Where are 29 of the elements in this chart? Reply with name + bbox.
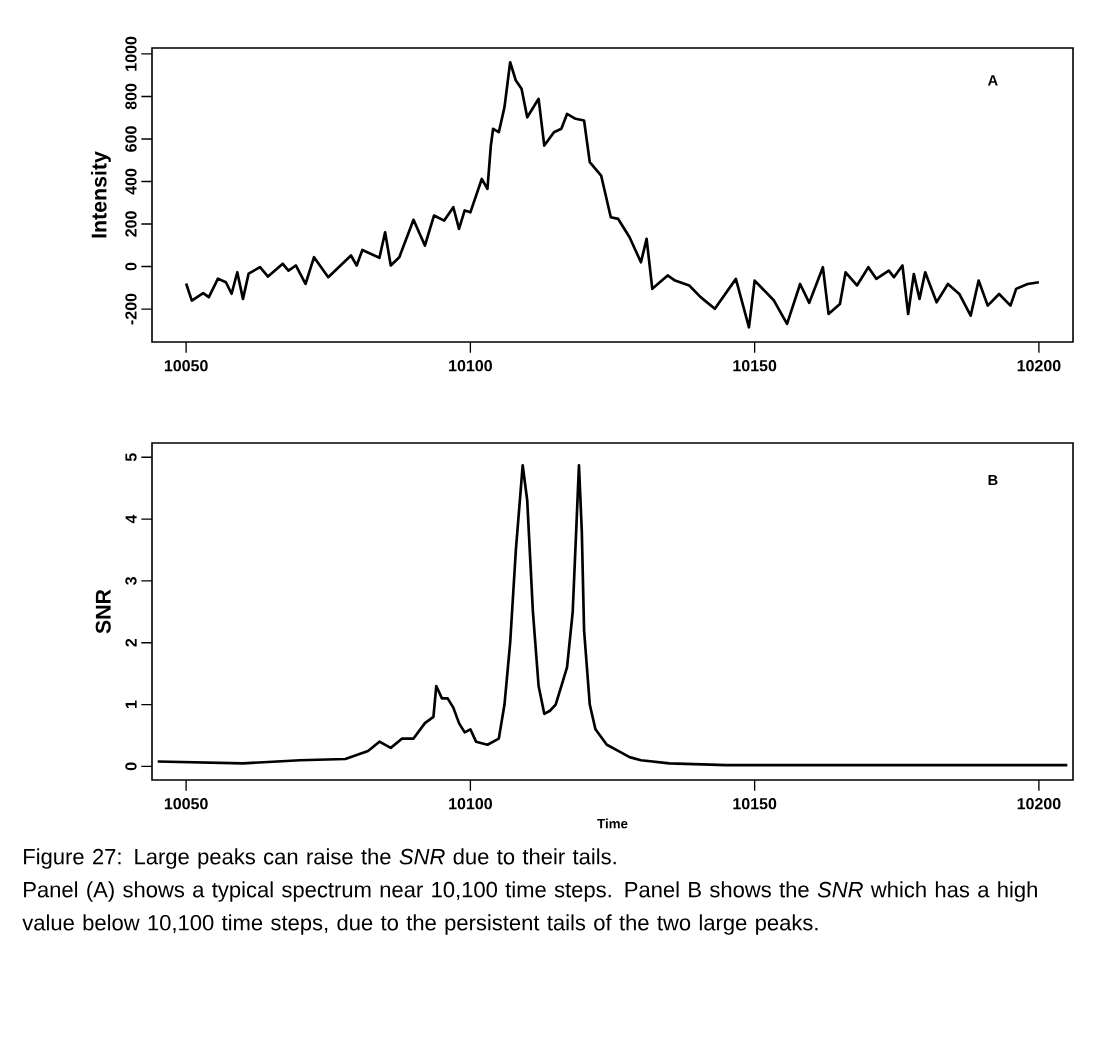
x-tick-label: 10150 xyxy=(733,798,777,810)
line-series xyxy=(184,60,1041,329)
x-tick-label: 10100 xyxy=(449,798,492,810)
x-tick-label: 10200 xyxy=(1017,360,1061,372)
x-tick-label: 10150 xyxy=(733,360,777,372)
y-tick-label: 0 xyxy=(125,262,137,271)
x-tick-label: 10050 xyxy=(164,360,208,372)
annotation: A xyxy=(987,75,998,86)
y-tick-label: -200 xyxy=(125,293,137,325)
x-axis-title: Time xyxy=(597,818,628,829)
y-tick-label: 3 xyxy=(125,577,137,585)
y-tick-label: 800 xyxy=(125,83,137,110)
x-tick-label: 10200 xyxy=(1017,798,1061,810)
y-tick-label: 0 xyxy=(125,762,137,771)
y-tick-label: 2 xyxy=(125,638,137,647)
annotation: B xyxy=(988,475,998,486)
y-axis-title: SNR xyxy=(95,589,111,634)
y-tick-label: 1 xyxy=(125,700,137,709)
y-tick-label: 5 xyxy=(125,453,137,462)
y-tick-label: 1000 xyxy=(125,36,137,71)
y-tick-label: 200 xyxy=(125,211,137,237)
x-tick-label: 10050 xyxy=(164,798,208,810)
y-tick-label: 4 xyxy=(125,514,137,524)
y-tick-label: 400 xyxy=(125,168,137,195)
text: Panel (A) shows a typical spectrum near 10,100 time steps. Panel B shows the SNR which has a high value below 10,100 time steps, due to the persistent tails of the two large peaks. xyxy=(22,881,1037,935)
y-axis-title: Intensity xyxy=(90,151,111,238)
x-tick-label: 10100 xyxy=(449,360,492,372)
y-tick-label: 600 xyxy=(125,126,137,152)
caption: Figure 27: Large peaks can raise the SNR due to their tails. xyxy=(24,848,616,869)
